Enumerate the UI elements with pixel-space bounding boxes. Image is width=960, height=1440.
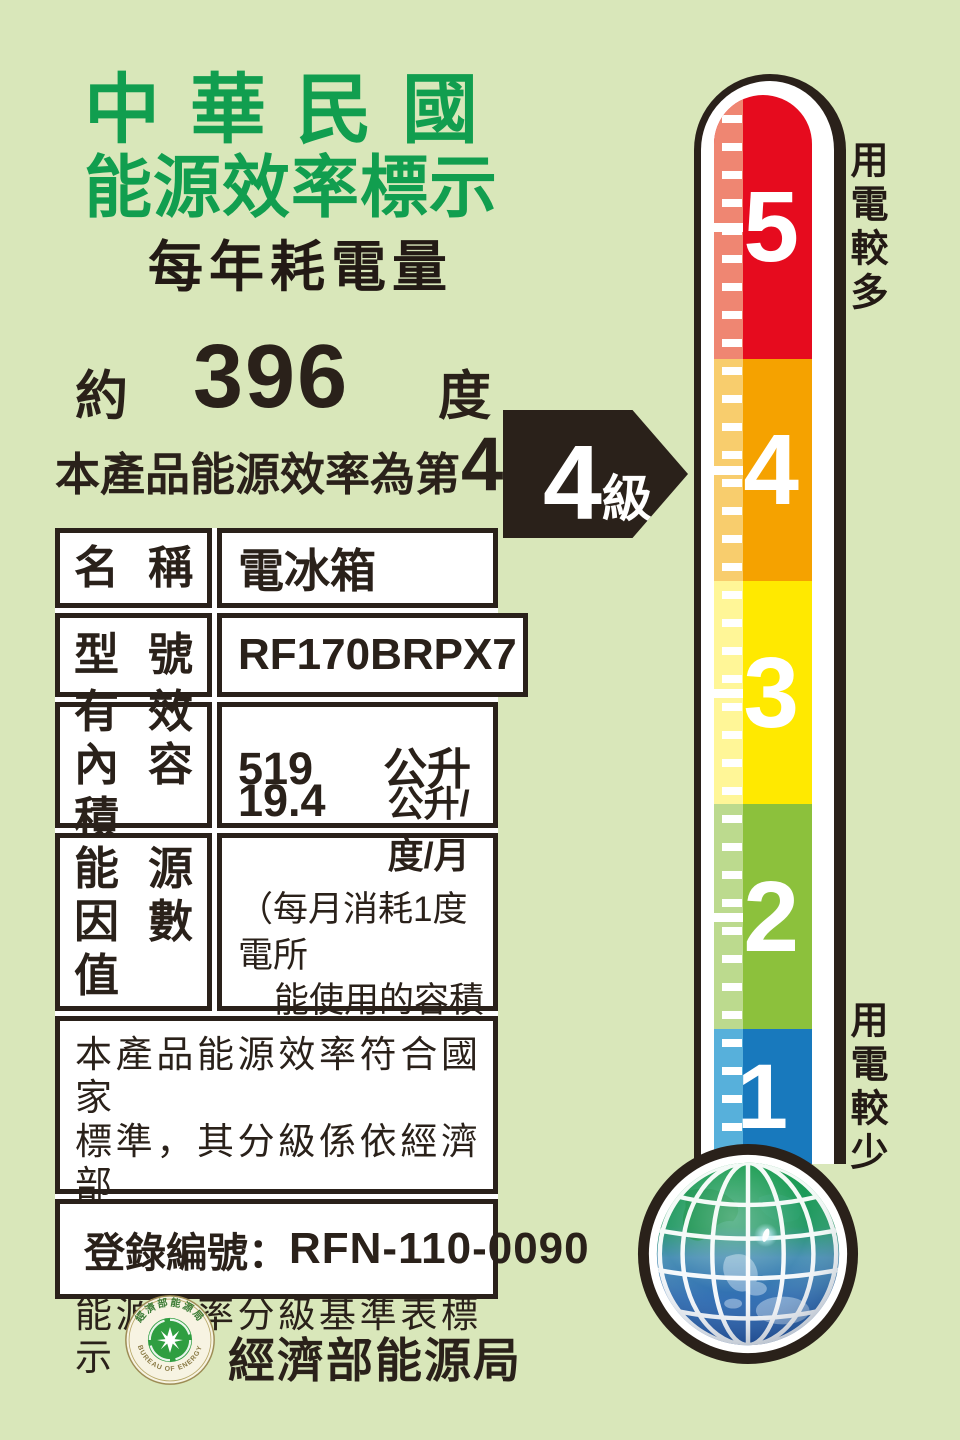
energy-factor-label-cell: 能源 因數值 <box>55 833 212 1011</box>
table-row-energy-factor: 能源 因數值 19.4 公升/度/月 （每月消耗1度電所 能使用的容積大小） <box>55 775 498 1066</box>
energy-factor-value-cell: 19.4 公升/度/月 （每月消耗1度電所 能使用的容積大小） <box>217 775 498 1066</box>
page-subtitle: 能源效率標示 <box>84 150 499 226</box>
capacity-unit: 公升 <box>383 745 472 794</box>
table-row-name: 名稱 電冰箱 <box>55 528 498 608</box>
name-label-cell: 名稱 <box>55 528 212 608</box>
annual-consumption-row: 約 396 度 <box>0 327 540 427</box>
registration-label: 登錄編號： <box>84 1230 289 1276</box>
name-value-cell: 電冰箱 <box>217 528 498 608</box>
approx-prefix: 約 <box>75 367 128 426</box>
thermometer-tick-marks <box>722 95 742 1164</box>
model-label-cell: 型號 <box>55 613 212 697</box>
grade-statement: 本產品能源效率為第 4 級 <box>55 420 549 508</box>
grade-2-number: 2 <box>743 860 799 973</box>
grade-1-number: 1 <box>736 1045 788 1148</box>
grade-statement-value: 4 <box>461 422 504 508</box>
table-row-model: 型號 RF170BRPX7 <box>55 613 528 697</box>
capacity-value-cell: 519 公升 <box>217 702 498 828</box>
spec-table: 名稱 電冰箱 型號 RF170BRPX7 有效 內容積 519 公升 <box>55 528 589 1378</box>
energy-factor-unit: 公升/度/月 <box>387 783 470 876</box>
capacity-label-cell: 有效 內容積 <box>55 686 212 844</box>
low-usage-label: 用電較少 <box>844 1000 886 1176</box>
annual-kwh-value: 396 <box>193 327 350 427</box>
energy-factor-value: 19.4 <box>238 775 326 826</box>
registration-box: 登錄編號： RFN-110-0090 <box>55 1199 589 1299</box>
globe-icon <box>637 1143 859 1365</box>
grade-arrow-unit: 級 <box>601 471 652 527</box>
page-title: 中華民國 <box>84 68 508 153</box>
grade-statement-prefix: 本產品能源效率為第 <box>55 449 461 500</box>
grade-3-number: 3 <box>743 636 799 749</box>
grade-arrow-badge: 4 級 <box>503 410 688 538</box>
capacity-value: 519 <box>238 743 314 794</box>
annual-consumption-heading: 每年耗電量 <box>148 236 454 298</box>
grade-arrow-value: 4 <box>543 423 602 542</box>
kwh-unit: 度 <box>438 367 491 426</box>
table-row-capacity: 有效 內容積 519 公升 <box>55 686 498 844</box>
registration-number: RFN-110-0090 <box>289 1224 590 1273</box>
grade-4-number: 4 <box>743 414 799 526</box>
thermometer-fill: 5 4 3 2 1 <box>714 95 812 1164</box>
model-value-cell: RF170BRPX7 <box>217 613 528 697</box>
bureau-of-energy-seal-icon: 經濟部能源局 BUREAU OF ENERGY <box>125 1295 215 1385</box>
grade-5-number: 5 <box>743 171 799 283</box>
high-usage-label: 用電較多 <box>844 140 886 316</box>
efficiency-thermometer: 5 4 3 2 1 <box>694 74 846 1164</box>
legal-statement: 本產品能源效率符合國家 標準，其分級係依經濟部 106年5月10日經能字第 10… <box>55 1016 498 1378</box>
agency-name: 經濟部能源局 <box>228 1334 522 1387</box>
